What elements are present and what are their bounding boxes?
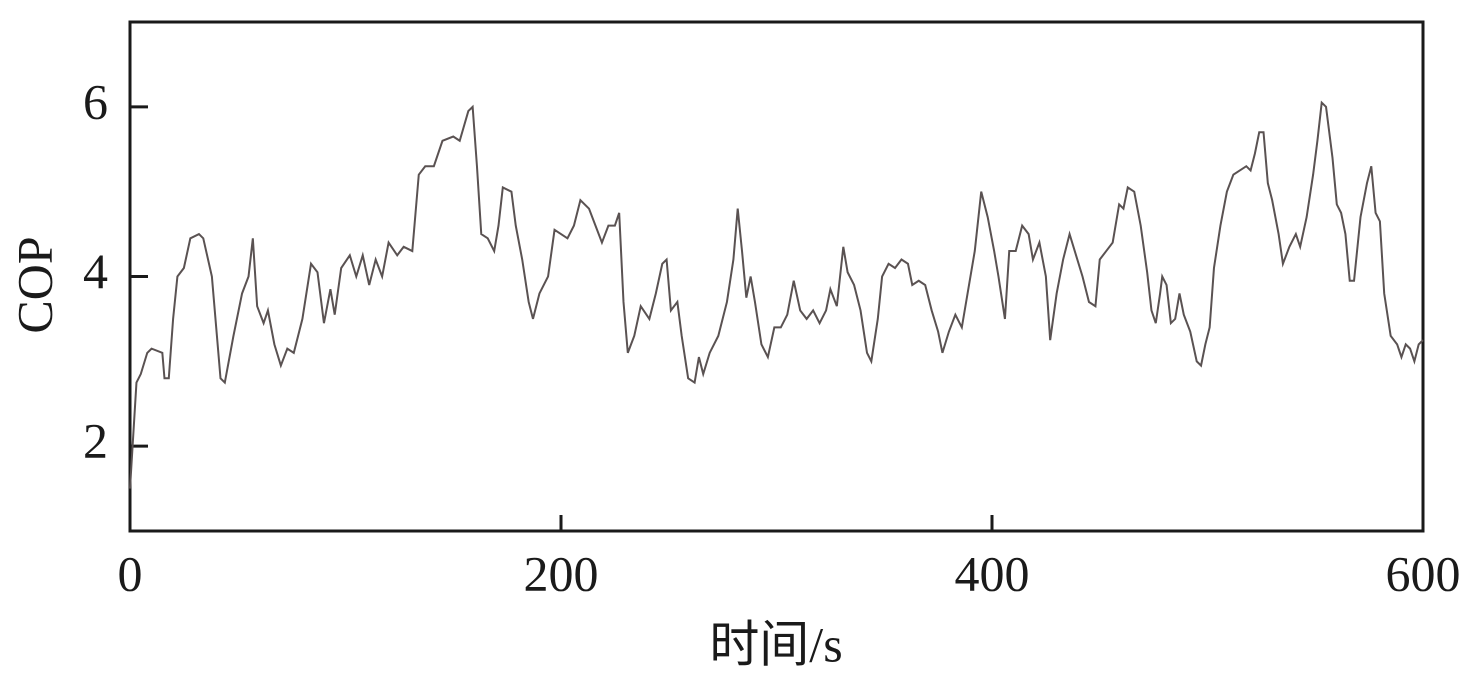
data-line [129, 100, 1424, 489]
x-tick-label: 400 [955, 545, 1030, 601]
x-tick-label: 600 [1386, 545, 1461, 601]
x-tick-label: 200 [524, 545, 599, 601]
x-axis-label: 时间/s [709, 616, 842, 672]
y-tick-label: 6 [83, 73, 108, 129]
y-tick-label: 2 [83, 413, 108, 469]
x-tick-label: 0 [118, 545, 143, 601]
y-axis-label: COP [6, 236, 62, 333]
y-tick-label: 4 [83, 243, 108, 299]
plot-frame [128, 20, 1425, 533]
